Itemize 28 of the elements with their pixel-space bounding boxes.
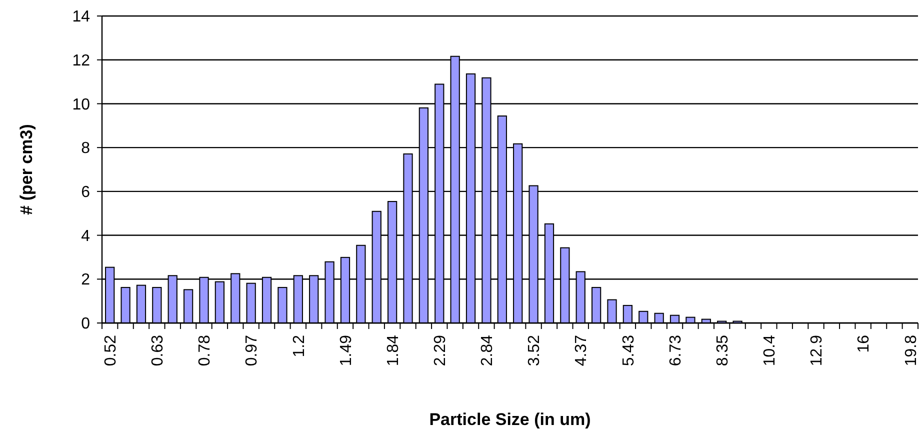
x-tick-label: 12.9 — [808, 334, 826, 366]
y-tick-label: 0 — [81, 316, 90, 333]
x-tick-label: 6.73 — [667, 334, 684, 366]
x-tick-label: 0.52 — [102, 334, 120, 366]
y-tick-label: 14 — [72, 8, 90, 26]
x-tick-label: 1.2 — [290, 334, 308, 358]
x-axis-title: Particle Size (in um) — [429, 410, 591, 429]
y-axis-title: # (per cm3) — [17, 124, 36, 215]
x-tick-label: 10.4 — [762, 334, 779, 366]
x-tick-label: 1.49 — [338, 334, 355, 366]
x-tick-label: 2.29 — [432, 334, 449, 366]
x-tick-label: 3.52 — [526, 334, 544, 366]
x-tick-label: 1.84 — [384, 334, 402, 366]
y-tick-label: 2 — [81, 272, 90, 289]
y-tick-label: 6 — [81, 184, 90, 202]
y-tick-label: 4 — [81, 228, 90, 245]
x-tick-label: 2.84 — [479, 334, 496, 366]
x-tick-label: 4.37 — [573, 334, 590, 366]
x-tick-label: 0.78 — [196, 334, 214, 366]
x-tick-label: 16 — [856, 334, 873, 353]
y-tick-label: 8 — [81, 140, 90, 158]
x-tick-label: 19.8 — [902, 334, 920, 366]
x-tick-label: 0.63 — [150, 334, 167, 366]
x-tick-label: 0.97 — [244, 334, 261, 366]
y-tick-label: 10 — [72, 96, 90, 114]
x-tick-label: 5.43 — [620, 334, 638, 366]
x-tick-label: 8.35 — [714, 334, 732, 366]
y-tick-label: 12 — [72, 52, 90, 70]
